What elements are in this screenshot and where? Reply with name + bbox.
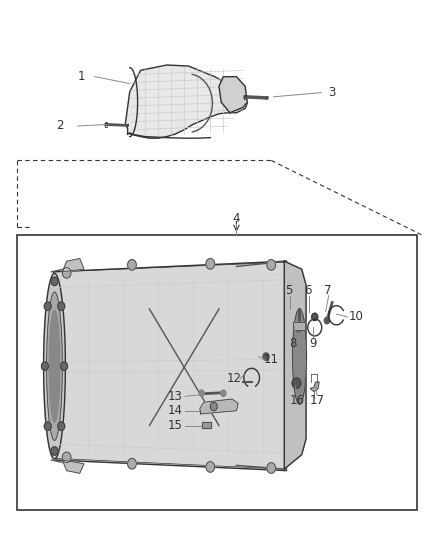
Polygon shape — [219, 77, 247, 113]
Circle shape — [267, 463, 276, 473]
Text: 11: 11 — [264, 353, 279, 366]
Text: 13: 13 — [168, 390, 183, 403]
Circle shape — [295, 323, 302, 332]
Circle shape — [42, 362, 48, 370]
Circle shape — [221, 390, 226, 397]
Text: 17: 17 — [309, 393, 325, 407]
Text: 6: 6 — [304, 284, 312, 297]
Circle shape — [127, 458, 136, 469]
Circle shape — [44, 302, 51, 310]
Polygon shape — [293, 309, 307, 405]
Text: 3: 3 — [328, 86, 336, 99]
Text: 10: 10 — [349, 310, 364, 324]
Circle shape — [292, 378, 301, 389]
Circle shape — [51, 447, 58, 455]
Circle shape — [263, 353, 269, 360]
Circle shape — [206, 462, 215, 472]
Text: 9: 9 — [309, 337, 316, 350]
Circle shape — [199, 390, 204, 397]
Text: 5: 5 — [285, 284, 292, 297]
Circle shape — [127, 260, 136, 270]
Bar — [202, 422, 211, 427]
Circle shape — [60, 362, 67, 370]
Polygon shape — [47, 292, 62, 440]
Polygon shape — [311, 382, 319, 392]
Circle shape — [62, 268, 71, 278]
Circle shape — [58, 302, 65, 310]
Bar — [293, 321, 305, 330]
Circle shape — [206, 259, 215, 269]
Circle shape — [312, 313, 318, 320]
Circle shape — [58, 422, 65, 431]
Polygon shape — [62, 460, 84, 473]
Text: 16: 16 — [290, 393, 305, 407]
Text: 15: 15 — [168, 419, 183, 432]
Polygon shape — [62, 259, 84, 272]
Polygon shape — [125, 65, 247, 138]
Circle shape — [267, 260, 276, 270]
Bar — [293, 321, 305, 330]
Circle shape — [44, 422, 51, 431]
Text: 4: 4 — [233, 212, 240, 225]
Polygon shape — [49, 311, 60, 422]
Circle shape — [324, 317, 329, 324]
Text: 14: 14 — [168, 404, 183, 417]
Circle shape — [210, 402, 217, 411]
Polygon shape — [200, 399, 238, 414]
Polygon shape — [44, 273, 65, 459]
Text: 12: 12 — [227, 373, 242, 385]
Bar — [17, 235, 417, 511]
Text: 7: 7 — [324, 284, 332, 297]
Polygon shape — [53, 261, 286, 471]
Text: 8: 8 — [290, 337, 297, 350]
Text: 2: 2 — [57, 119, 64, 133]
Circle shape — [62, 452, 71, 463]
Text: 1: 1 — [78, 70, 86, 83]
Bar — [202, 422, 211, 427]
Polygon shape — [284, 261, 306, 469]
Circle shape — [51, 277, 58, 286]
